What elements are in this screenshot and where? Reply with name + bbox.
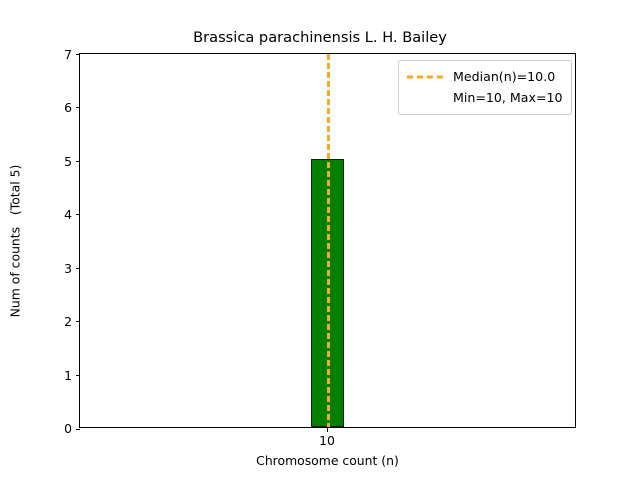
legend-label-minmax: Min=10, Max=10: [453, 90, 563, 105]
y-axis-label: Num of counts (Total 5): [7, 164, 23, 317]
y-tick-label-3: 3: [64, 260, 72, 276]
y-tick-mark-7: [76, 54, 80, 55]
median-line: [327, 54, 330, 427]
legend-entry-median[interactable]: Median(n)=10.0: [407, 66, 563, 87]
y-tick-mark-0: [76, 428, 80, 430]
y-tick-mark-3: [76, 267, 80, 269]
plot-area: [76, 53, 576, 432]
y-tick-label-7: 7: [64, 46, 72, 62]
y-tick-label-1: 1: [64, 367, 72, 383]
y-tick-mark-6: [76, 107, 80, 109]
plot-inner: [80, 54, 575, 427]
chart-title: Brassica parachinensis L. H. Bailey: [193, 29, 447, 46]
x-tick-label-10: 10: [319, 433, 335, 448]
y-tick-label-4: 4: [64, 207, 72, 222]
x-tick-mark-10: [327, 428, 328, 432]
chart-legend[interactable]: Median(n)=10.0 Min=10, Max=10: [398, 60, 572, 115]
dashed-line-icon: [407, 70, 443, 84]
y-tick-mark-4: [76, 214, 80, 216]
legend-entry-minmax[interactable]: Min=10, Max=10: [407, 87, 563, 108]
y-tick-label-2: 2: [64, 314, 72, 329]
y-tick-mark-1: [76, 375, 80, 376]
legend-label-median: Median(n)=10.0: [453, 69, 556, 84]
x-axis-label: Chromosome count (n): [256, 453, 399, 468]
y-tick-mark-2: [76, 321, 80, 323]
y-tick-mark-5: [76, 160, 80, 162]
y-tick-label-5: 5: [64, 153, 72, 169]
y-tick-label-6: 6: [64, 100, 72, 115]
y-tick-label-0: 0: [64, 421, 72, 436]
y-axis-label-container: Num of counts (Total 5): [0, 53, 30, 428]
